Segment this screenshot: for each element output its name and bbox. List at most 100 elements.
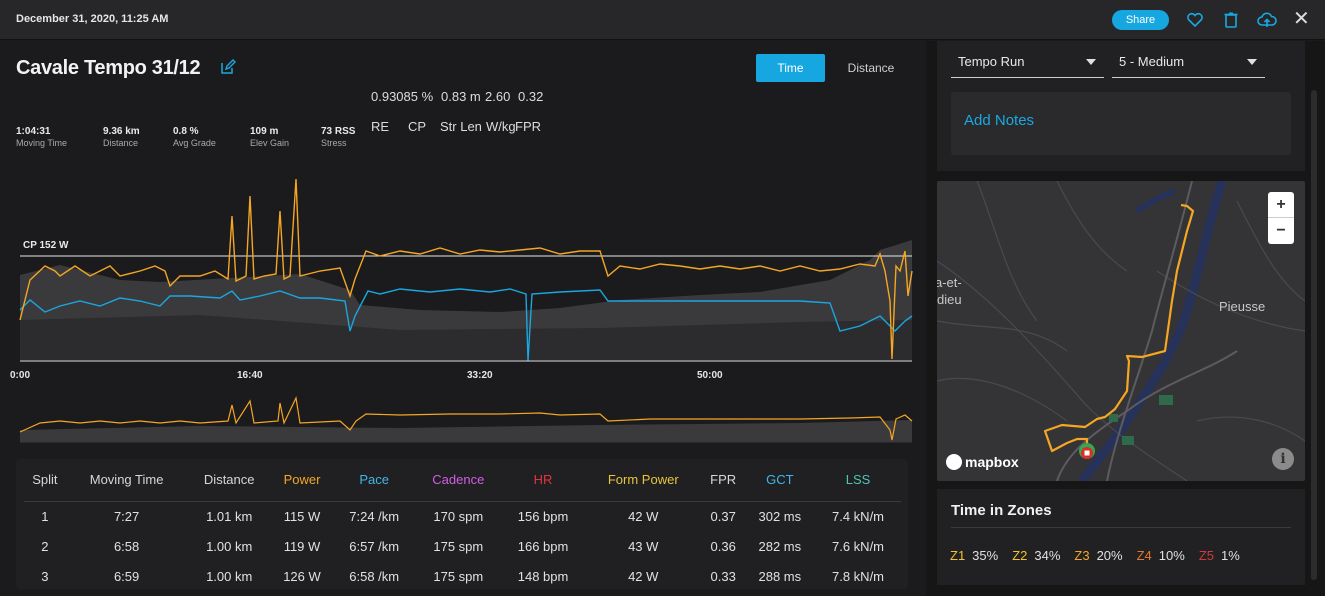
column-header[interactable]: Cadence bbox=[415, 459, 502, 502]
zone-percent: 34% bbox=[1034, 548, 1061, 563]
table-cell: 6:59 bbox=[113, 568, 140, 584]
map-roads bbox=[937, 181, 1305, 481]
stat-stress: 73 RSS Stress bbox=[321, 126, 355, 148]
table-cell: 115 W bbox=[283, 508, 321, 524]
share-button[interactable]: Share bbox=[1112, 10, 1169, 30]
stat-elev-gain: 109 m Elev Gain bbox=[250, 126, 289, 148]
time-toggle-button[interactable]: Time bbox=[756, 54, 825, 82]
workout-type-select[interactable]: Tempo Run bbox=[951, 48, 1104, 78]
heart-icon[interactable] bbox=[1185, 10, 1205, 30]
stat-label: Moving Time bbox=[16, 138, 68, 148]
column-header[interactable]: FPR bbox=[701, 459, 745, 502]
edit-icon[interactable] bbox=[220, 59, 236, 75]
zone-label: Z4 bbox=[1136, 548, 1152, 563]
zoom-out-button[interactable]: − bbox=[1276, 222, 1286, 239]
table-cell: 7.8 kN/m bbox=[832, 568, 885, 584]
zone-label: Z2 bbox=[1012, 548, 1028, 563]
zone-label: Z1 bbox=[950, 548, 966, 563]
add-notes-field[interactable]: Add Notes bbox=[951, 92, 1291, 155]
column-header[interactable]: Distance bbox=[187, 459, 271, 502]
effort-value: 5 - Medium bbox=[1119, 54, 1185, 69]
column-header[interactable]: Moving Time bbox=[65, 459, 188, 502]
metric-cp-label: CP bbox=[408, 119, 427, 134]
trash-icon[interactable] bbox=[1221, 10, 1241, 30]
table-cell: 148 bpm bbox=[517, 568, 569, 584]
table-cell: 1.01 km bbox=[206, 508, 253, 524]
pace-line bbox=[19, 288, 913, 362]
column-header[interactable]: Power bbox=[270, 459, 334, 502]
metric-re-value: 0.93085 % bbox=[371, 89, 434, 104]
metric-re-label: RE bbox=[371, 119, 390, 134]
zoom-in-button[interactable]: + bbox=[1268, 192, 1294, 218]
map-label-partial: a-et- bbox=[937, 275, 962, 290]
column-header[interactable]: HR bbox=[501, 459, 585, 502]
time-in-zones-panel: Time in Zones Z1 35% Z2 34% Z3 20% Z4 10% Z5 1% bbox=[937, 489, 1305, 585]
zone-label: Z5 bbox=[1198, 548, 1214, 563]
stat-moving-time: 1:04:31 Moving Time bbox=[16, 126, 67, 148]
table-row[interactable]: 3 6:59 1.00 km 126 W 6:58 /km 175 spm 148 bpm 4… bbox=[24, 561, 901, 589]
overview-chart[interactable] bbox=[0, 390, 920, 445]
map-zoom-control: + − bbox=[1268, 192, 1294, 244]
map-canvas: Pieusse a-et- dieu bbox=[937, 181, 1305, 481]
table-cell: 126 W bbox=[283, 568, 321, 584]
stat-label: Stress bbox=[321, 138, 347, 148]
map-river bbox=[1078, 181, 1227, 481]
table-cell: 1 bbox=[41, 508, 49, 524]
column-header[interactable]: Form Power bbox=[584, 459, 702, 502]
splits-table-panel: Split Moving Time Distance Power Pace Cadence… bbox=[16, 459, 908, 589]
zone-percent: 10% bbox=[1158, 548, 1185, 563]
stat-value: 109 m bbox=[250, 126, 279, 137]
table-row[interactable]: 2 6:58 1.00 km 119 W 6:57 /km 175 spm 166 bpm 4… bbox=[24, 531, 901, 561]
mapbox-logo[interactable]: mapbox bbox=[946, 454, 1019, 470]
overview-area bbox=[20, 420, 912, 442]
zone-percent: 35% bbox=[972, 548, 999, 563]
activity-chart[interactable]: CP 152 W 0:00 16:40 33:20 50:00 bbox=[0, 170, 920, 385]
table-cell: 6:58 /km bbox=[349, 568, 400, 584]
route-map[interactable]: Pieusse a-et- dieu bbox=[937, 181, 1305, 481]
route-line bbox=[1043, 203, 1195, 453]
elevation-shade bbox=[20, 315, 912, 360]
effort-select[interactable]: 5 - Medium bbox=[1112, 48, 1265, 78]
table-cell: 7.4 kN/m bbox=[832, 508, 885, 524]
metric-fpr-label: FPR bbox=[515, 119, 541, 134]
map-park bbox=[1109, 414, 1118, 422]
table-cell: 42 W bbox=[628, 508, 659, 524]
chevron-down-icon bbox=[1086, 59, 1096, 65]
metric-fpr-value: 0.32 bbox=[518, 89, 544, 104]
zone-label: Z3 bbox=[1074, 548, 1090, 563]
column-header[interactable]: GCT bbox=[744, 459, 816, 502]
table-cell: 7.6 kN/m bbox=[832, 538, 885, 554]
zones-title: Time in Zones bbox=[951, 502, 1052, 519]
power-line bbox=[19, 178, 913, 360]
cloud-upload-icon[interactable] bbox=[1256, 10, 1278, 30]
column-header[interactable]: Pace bbox=[333, 459, 416, 502]
table-row[interactable]: 1 7:27 1.01 km 115 W 7:24 /km 170 spm 156 bpm 4… bbox=[24, 501, 901, 531]
column-header[interactable]: Split bbox=[24, 459, 66, 502]
mapbox-attribution: mapbox bbox=[965, 454, 1019, 470]
metric-wkg-label: W/kg bbox=[486, 119, 516, 134]
stat-label: Distance bbox=[103, 138, 139, 148]
zones-list: Z1 35% Z2 34% Z3 20% Z4 10% Z5 1% bbox=[950, 548, 1254, 563]
stat-value: 1:04:31 bbox=[16, 126, 51, 137]
map-label-partial: dieu bbox=[937, 292, 962, 307]
close-icon[interactable]: ✕ bbox=[1293, 8, 1310, 30]
metric-strlen-label: Str Len bbox=[440, 119, 482, 134]
stat-label: Avg Grade bbox=[173, 138, 216, 148]
sidebar-scrollbar[interactable] bbox=[1311, 90, 1317, 580]
table-cell: 7:27 bbox=[113, 508, 140, 524]
table-cell: 0.36 bbox=[710, 538, 736, 554]
distance-toggle-button[interactable]: Distance bbox=[847, 61, 895, 75]
stat-avg-grade: 0.8 % Avg Grade bbox=[173, 126, 216, 148]
column-header[interactable]: LSS bbox=[815, 459, 901, 502]
route-end-inner bbox=[1084, 450, 1090, 456]
info-icon[interactable]: i bbox=[1272, 448, 1294, 470]
chevron-down-icon bbox=[1247, 59, 1257, 65]
stat-label: Elev Gain bbox=[250, 138, 290, 148]
metric-wkg-value: 2.60 bbox=[485, 89, 511, 104]
table-cell: 42 W bbox=[628, 568, 659, 584]
stat-distance: 9.36 km Distance bbox=[103, 126, 140, 148]
overview-power-line bbox=[19, 396, 913, 441]
table-cell: 175 spm bbox=[433, 568, 484, 584]
zone-percent: 20% bbox=[1096, 548, 1123, 563]
zone-percent: 1% bbox=[1220, 548, 1240, 563]
